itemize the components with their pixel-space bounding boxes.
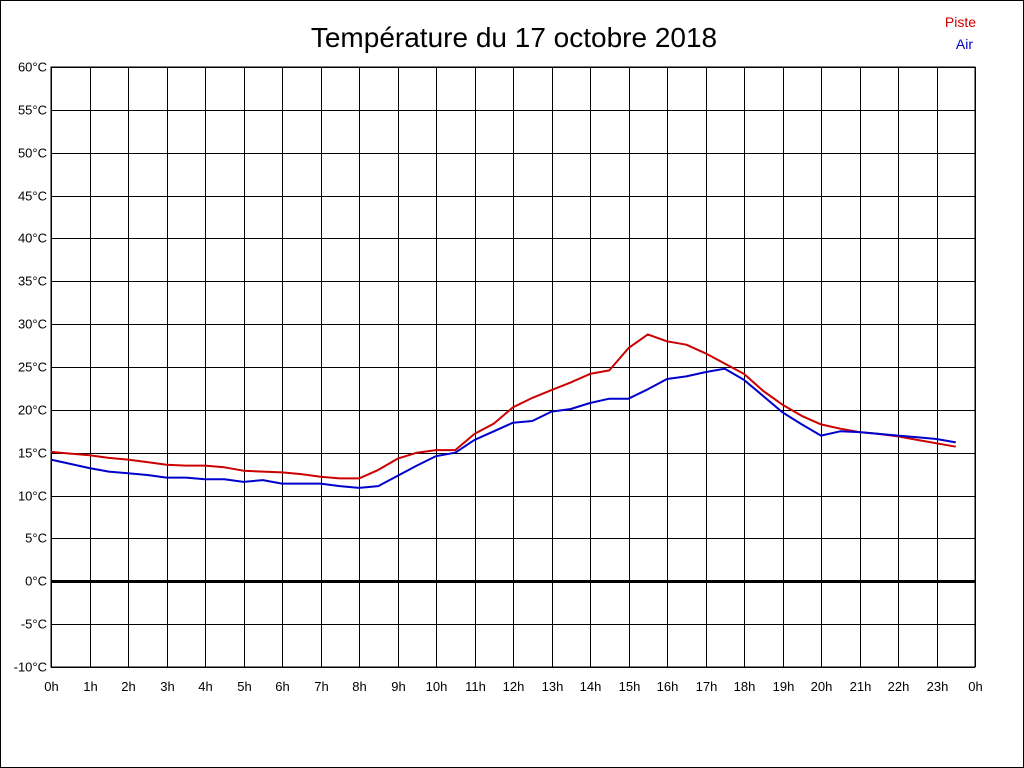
x-tick-label: 12h	[503, 679, 525, 694]
y-tick-label: 10°C	[18, 489, 47, 504]
y-tick-label: 0°C	[25, 574, 47, 589]
grid-lines	[50, 66, 976, 668]
y-tick-label: 15°C	[18, 446, 47, 461]
x-tick-label: 23h	[927, 679, 949, 694]
y-tick-label: 50°C	[18, 146, 47, 161]
x-tick-label: 6h	[275, 679, 289, 694]
x-tick-label: 17h	[696, 679, 718, 694]
y-tick-label: 45°C	[18, 189, 47, 204]
y-tick-label: 5°C	[25, 531, 47, 546]
x-tick-label: 18h	[734, 679, 756, 694]
x-tick-label: 4h	[198, 679, 212, 694]
x-tick-label: 19h	[773, 679, 795, 694]
y-tick-label: 40°C	[18, 231, 47, 246]
y-tick-label: 25°C	[18, 360, 47, 375]
x-tick-label: 7h	[314, 679, 328, 694]
y-tick-label: -5°C	[21, 617, 47, 632]
x-tick-label: 16h	[657, 679, 679, 694]
y-tick-label: -10°C	[14, 660, 47, 675]
legend-entry-piste: Piste	[945, 14, 976, 30]
x-tick-label: 0h	[44, 679, 58, 694]
x-tick-label: 5h	[237, 679, 251, 694]
y-tick-label: 35°C	[18, 274, 47, 289]
series-line-air	[50, 367, 956, 489]
x-tick-label: 14h	[580, 679, 602, 694]
series-lines	[50, 333, 956, 489]
x-tick-label: 3h	[160, 679, 174, 694]
x-tick-label: 11h	[465, 679, 486, 694]
x-tick-label: 1h	[83, 679, 97, 694]
x-tick-label: 2h	[121, 679, 135, 694]
series-line-piste	[50, 333, 956, 480]
x-tick-label: 20h	[811, 679, 833, 694]
x-tick-label: 8h	[352, 679, 366, 694]
x-tick-label: 9h	[391, 679, 405, 694]
x-tick-label: 13h	[542, 679, 564, 694]
axis-labels: 60°C 55°C 50°C 45°C 40°C 35°C 30°C 25°C 20°C 15°C…	[14, 60, 983, 695]
x-tick-label: 0h	[968, 679, 982, 694]
x-tick-label: 21h	[850, 679, 872, 694]
legend-entry-air: Air	[956, 36, 973, 52]
x-tick-label: 15h	[619, 679, 641, 694]
legend: Piste Air	[945, 14, 976, 52]
chart-title: Température du 17 octobre 2018	[311, 22, 717, 53]
x-tick-label: 10h	[426, 679, 448, 694]
y-tick-label: 20°C	[18, 403, 47, 418]
y-tick-label: 60°C	[18, 60, 47, 75]
y-tick-label: 55°C	[18, 103, 47, 118]
x-tick-label: 22h	[888, 679, 910, 694]
y-tick-label: 30°C	[18, 317, 47, 332]
